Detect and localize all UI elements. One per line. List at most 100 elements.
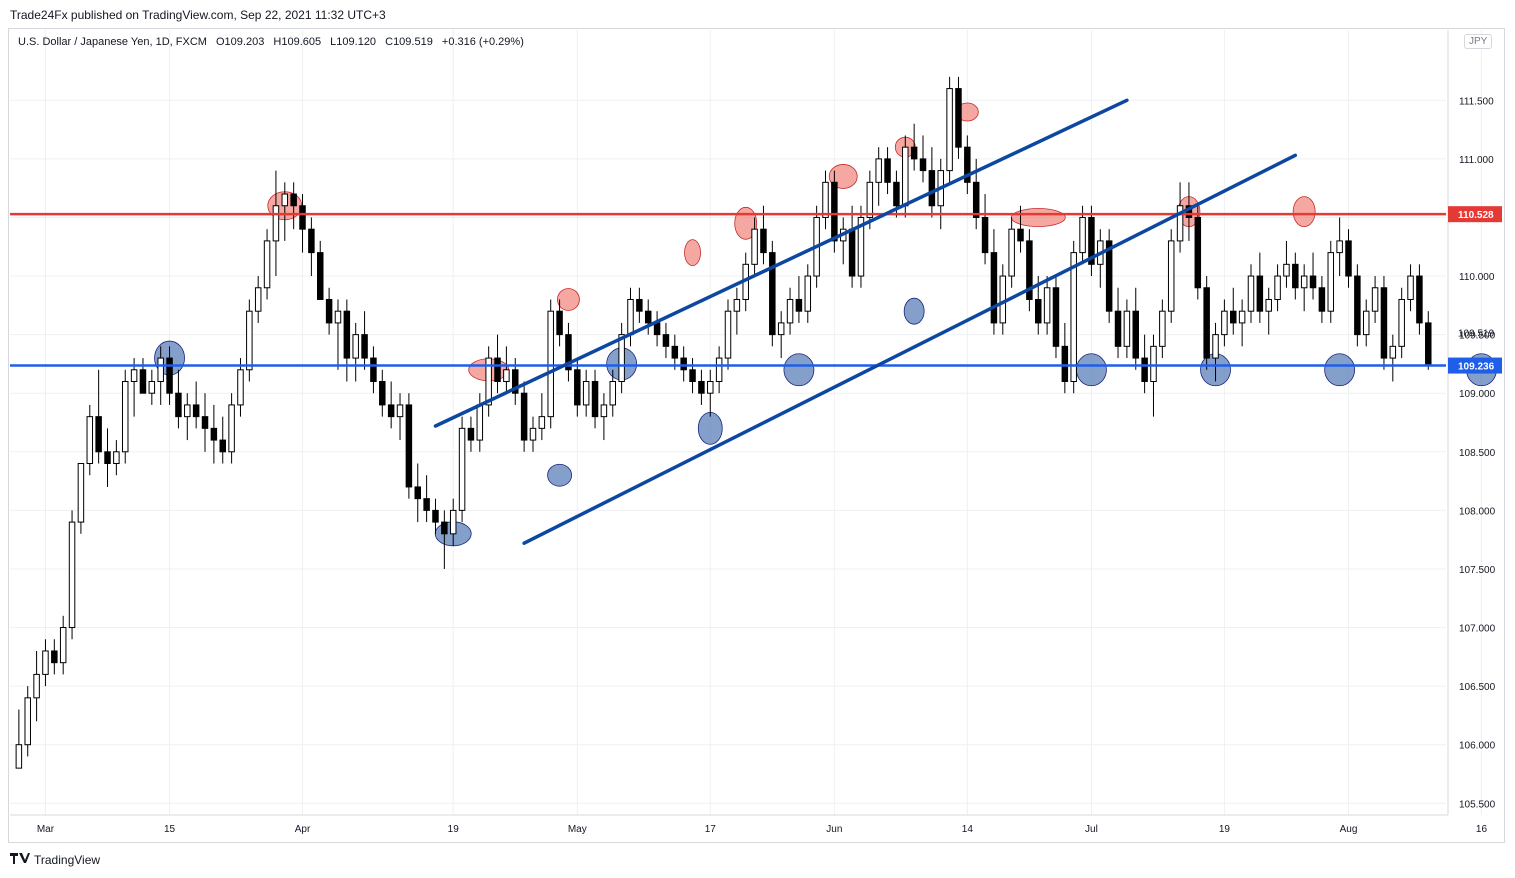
candle-bear: [928, 170, 936, 207]
candle-bear: [848, 228, 856, 277]
candle-bull: [246, 310, 253, 371]
candles: [15, 76, 1432, 769]
candle-bull: [281, 193, 289, 207]
candle-bear: [432, 509, 439, 523]
candle-bear: [1026, 240, 1033, 300]
candle-bull: [184, 404, 191, 418]
candle-bull: [476, 404, 484, 441]
candle-bull: [724, 310, 732, 359]
candle-bear: [574, 369, 581, 406]
candle-bull: [627, 298, 634, 336]
candle-bear: [1017, 228, 1024, 242]
candle-bear: [698, 380, 705, 394]
chart-frame: [8, 28, 1505, 843]
price-tick-label: 107.500: [1459, 565, 1496, 576]
time-tick-label: Jun: [826, 824, 842, 835]
candle-bear: [981, 216, 989, 254]
legend-close: C109.519: [385, 36, 433, 48]
candle-bear: [1309, 275, 1317, 289]
candle-bull: [352, 334, 359, 359]
candle-bull: [1150, 345, 1157, 382]
candle-bull: [875, 158, 882, 183]
candle-bull: [1327, 252, 1335, 312]
time-tick-label: May: [568, 824, 587, 835]
red-annotation-circle: [1292, 196, 1316, 228]
time-tick-label: 15: [164, 824, 176, 835]
candle-bear: [769, 252, 776, 336]
candle-bull: [999, 275, 1007, 324]
candle-bear: [831, 181, 838, 242]
candle-bear: [343, 310, 351, 359]
candle-bull: [1238, 310, 1246, 324]
currency-badge[interactable]: JPY: [1464, 34, 1493, 49]
candle-bear: [1203, 287, 1210, 359]
legend-low: L109.120: [330, 36, 377, 48]
candle-bear: [964, 146, 971, 183]
candle-bull: [857, 216, 865, 277]
candle-bull: [946, 88, 953, 172]
candle-bull: [707, 380, 714, 394]
candle-bear: [636, 298, 643, 312]
candle-bull: [68, 521, 76, 629]
candle-bear: [990, 252, 998, 324]
blue-annotation-circle: [1076, 353, 1107, 387]
price-tick-label: 106.000: [1459, 741, 1496, 752]
candle-bear: [1052, 287, 1060, 347]
price-tick-label: 105.500: [1459, 799, 1496, 810]
candle-bear: [166, 357, 173, 394]
candle-bear: [671, 345, 679, 359]
candle-bear: [299, 205, 306, 230]
candle-bear: [51, 650, 58, 664]
red-annotation-circle: [684, 239, 701, 267]
legend-high: H109.605: [273, 36, 322, 48]
time-tick-label: 19: [448, 824, 460, 835]
chart-legend: U.S. Dollar / Japanese Yen, 1D, FXCM O10…: [18, 36, 530, 48]
price-tick-label: 108.500: [1459, 448, 1496, 459]
candle-bear: [884, 158, 891, 183]
candle-bear: [1354, 275, 1361, 336]
candle-bear: [414, 486, 422, 500]
red-annotation-circle: [557, 288, 580, 311]
candle-bull: [15, 744, 23, 769]
candle-bear: [316, 252, 324, 300]
candle-bear: [1105, 240, 1113, 312]
candle-bear: [95, 416, 102, 453]
candle-bear: [210, 427, 218, 441]
candle-bear: [1088, 216, 1095, 265]
candle-bull: [1167, 240, 1175, 312]
candle-bull: [254, 287, 262, 312]
candle-bear: [308, 228, 315, 254]
candle-bull: [1336, 240, 1343, 254]
price-tick-label: 111.000: [1459, 155, 1494, 166]
candle-bull: [1123, 310, 1131, 347]
candle-bear: [201, 416, 209, 429]
candle-bull: [1043, 287, 1051, 324]
candle-bull: [121, 380, 129, 453]
candle-bear: [760, 228, 767, 254]
blue-annotation-circle: [903, 297, 925, 325]
candle-bear: [1292, 263, 1299, 289]
candle-bear: [379, 380, 386, 406]
candle-bull: [1176, 205, 1184, 242]
candle-bull: [228, 404, 235, 453]
candle-bull: [157, 357, 164, 382]
candle-bear: [325, 298, 333, 324]
candle-bull: [609, 380, 617, 406]
candle-bear: [1345, 240, 1352, 277]
candle-bull: [600, 404, 608, 418]
candle-bear: [370, 357, 377, 382]
candle-bear: [1425, 322, 1432, 365]
candle-bull: [113, 451, 120, 465]
candle-bear: [1416, 275, 1423, 324]
candle-bull: [822, 181, 829, 218]
footer[interactable]: TradingView: [10, 852, 100, 867]
candle-bull: [902, 146, 909, 207]
price-axis: 111.500111.000110.500110.000109.500109.0…: [10, 30, 1502, 816]
candle-bull: [777, 322, 785, 336]
candle-bear: [795, 298, 803, 312]
blue-annotation-circle: [547, 463, 572, 487]
candle-bull: [485, 357, 492, 406]
candle-bear: [565, 334, 572, 371]
candle-bull: [272, 205, 280, 242]
